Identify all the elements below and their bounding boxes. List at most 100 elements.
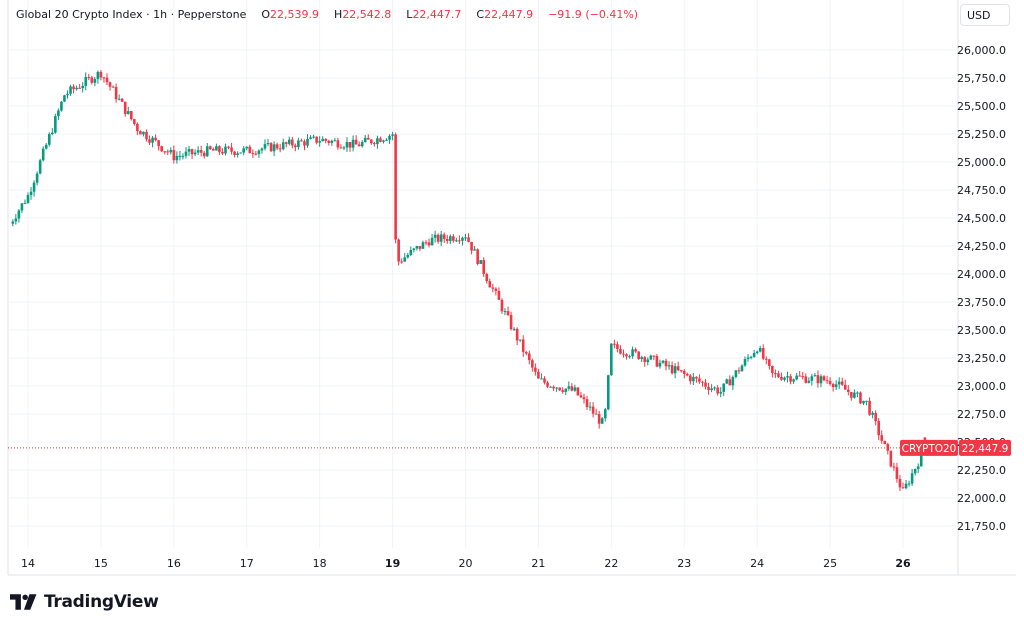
candle-body xyxy=(81,85,84,89)
legend-separator: · xyxy=(170,8,175,21)
candle-body xyxy=(406,254,410,258)
price-tick-label: 23,750.0 xyxy=(957,296,1006,309)
candle-body xyxy=(558,387,561,391)
candle-body xyxy=(373,143,376,145)
candle-body xyxy=(825,380,829,382)
price-tick-label: 24,750.0 xyxy=(957,184,1006,197)
candle-body xyxy=(610,343,613,376)
candle-body xyxy=(111,86,115,88)
candle-body xyxy=(442,234,446,239)
low-value: 22,447.7 xyxy=(412,8,462,21)
candle-body xyxy=(166,151,170,153)
candle-body xyxy=(859,392,862,404)
candle-body xyxy=(208,146,212,150)
time-scale[interactable]: 14 15 16 17 18 19 20 21 22 23 24 25 26 xyxy=(21,0,911,570)
price-scale[interactable]: 26,000.0 25,750.0 25,500.0 25,250.0 25,000.0… xyxy=(8,44,1006,533)
candle-body xyxy=(360,142,364,147)
candle-body xyxy=(524,351,528,354)
candle-body xyxy=(628,356,631,358)
open-label: O xyxy=(261,8,271,21)
candle-body xyxy=(746,357,750,360)
candle-body xyxy=(54,116,57,133)
candle-body xyxy=(822,376,826,381)
candle-body xyxy=(710,388,713,391)
candlestick-chart[interactable]: 26,000.0 25,750.0 25,500.0 25,250.0 25,000.0… xyxy=(0,0,1024,580)
price-tick-label: 22,250.0 xyxy=(957,464,1006,477)
candle-body xyxy=(126,111,130,114)
candle-body xyxy=(309,137,312,139)
candle-body xyxy=(640,357,644,359)
candle-body xyxy=(853,392,856,398)
candle-body xyxy=(616,344,619,349)
candle-body xyxy=(227,146,230,148)
candle-body xyxy=(749,356,753,358)
candle-body xyxy=(102,77,106,79)
candle-body xyxy=(865,400,868,402)
candle-body xyxy=(330,140,334,143)
legend-separator: · xyxy=(146,8,150,21)
candle-body xyxy=(452,236,455,241)
candle-body xyxy=(287,139,291,144)
candle-body xyxy=(682,370,686,374)
candle-body xyxy=(151,137,154,143)
candle-body xyxy=(218,146,221,152)
candle-body xyxy=(479,260,482,264)
candle-body xyxy=(72,86,75,90)
candle-body xyxy=(789,376,792,382)
candle-body xyxy=(248,146,252,154)
candle-body xyxy=(606,375,610,410)
candle-body xyxy=(546,382,549,387)
candle-body xyxy=(23,202,27,204)
interval-label[interactable]: 1h xyxy=(153,8,168,21)
tradingview-logo[interactable]: TradingView xyxy=(10,592,159,612)
candle-body xyxy=(828,380,832,385)
price-tick-label: 25,250.0 xyxy=(957,128,1006,141)
time-tick-label: 21 xyxy=(531,557,545,570)
candle-body xyxy=(588,406,592,408)
candle-body xyxy=(29,191,33,195)
candle-body xyxy=(90,77,94,83)
candle-body xyxy=(740,365,744,372)
symbol-legend: Global 20 Crypto Index · 1h · Pepperston… xyxy=(16,8,638,21)
candle-body xyxy=(370,139,373,144)
candle-body xyxy=(555,387,558,389)
candle-body xyxy=(798,375,802,377)
candle-body xyxy=(145,131,148,140)
candle-body xyxy=(60,101,63,111)
candle-body xyxy=(637,351,640,359)
candle-body xyxy=(284,142,288,144)
candle-body xyxy=(154,137,157,141)
candle-body xyxy=(543,378,546,383)
candle-body xyxy=(625,354,628,357)
last-price-badge: CRYPTO20 22,447.9 xyxy=(900,439,1011,456)
candle-body xyxy=(840,381,844,385)
time-tick-label: 14 xyxy=(21,557,35,570)
price-tick-label: 21,750.0 xyxy=(957,520,1006,533)
candle-body xyxy=(424,242,428,244)
candle-body xyxy=(278,148,282,150)
time-tick-label: 26 xyxy=(895,557,911,570)
candle-body xyxy=(266,143,270,145)
candle-body xyxy=(904,483,908,489)
candle-body xyxy=(521,339,525,352)
candle-body xyxy=(324,138,328,141)
candle-body xyxy=(752,352,756,357)
candle-body xyxy=(862,400,865,404)
candle-body xyxy=(491,287,495,289)
candle-body xyxy=(345,142,349,148)
open-value: 22,539.9 xyxy=(270,8,320,21)
candle-body xyxy=(312,136,315,138)
candle-body xyxy=(35,173,39,183)
symbol-name[interactable]: Global 20 Crypto Index xyxy=(16,8,143,21)
chart-pane[interactable]: 26,000.0 25,750.0 25,500.0 25,250.0 25,000.0… xyxy=(0,0,1024,580)
candle-body xyxy=(87,77,91,79)
candle-body xyxy=(816,375,820,384)
time-tick-label: 22 xyxy=(604,557,618,570)
candle-body xyxy=(704,382,707,387)
candle-body xyxy=(743,359,747,366)
candle-body xyxy=(810,376,814,381)
currency-selector[interactable]: USD xyxy=(960,4,1010,26)
candle-body xyxy=(321,138,325,142)
candle-body xyxy=(394,134,397,240)
candle-body xyxy=(895,467,899,479)
